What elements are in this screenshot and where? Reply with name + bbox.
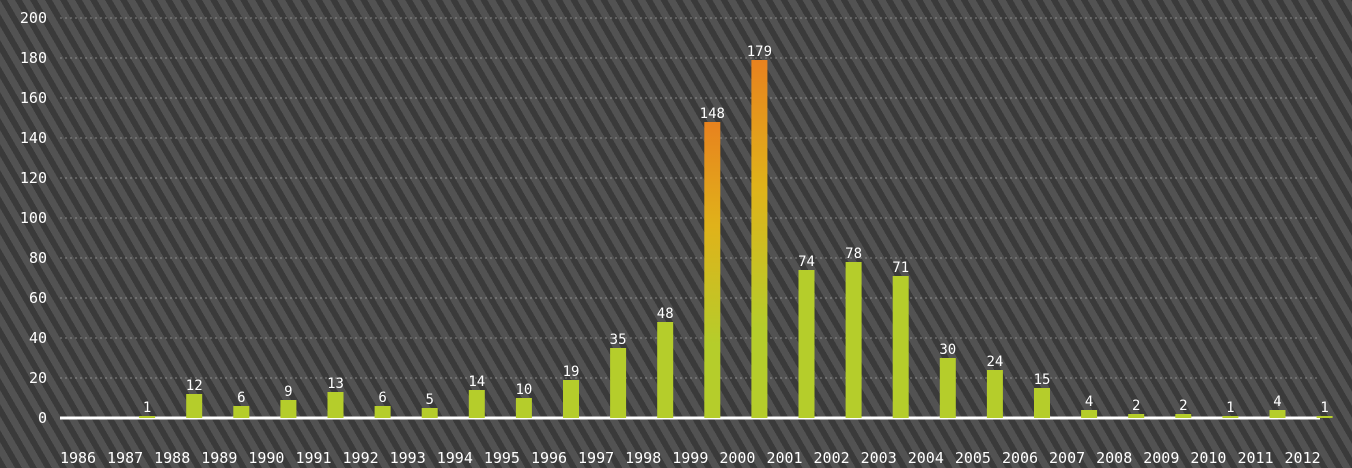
bar-1996 xyxy=(563,380,579,418)
x-tick-label-2011: 2011 xyxy=(1237,449,1273,467)
data-label-2008: 2 xyxy=(1132,398,1140,414)
data-label-2005: 24 xyxy=(986,354,1003,370)
data-label-2001: 74 xyxy=(798,254,815,270)
data-label-2004: 30 xyxy=(939,342,956,358)
x-tick-label-1995: 1995 xyxy=(484,449,520,467)
x-tick-label-1993: 1993 xyxy=(390,449,426,467)
x-axis: 1986 1987 1988 1989 1990 1991 1992 1993 1994 1995… xyxy=(60,449,1321,467)
bar-1997 xyxy=(610,348,627,418)
data-label-2002: 78 xyxy=(845,246,862,262)
x-tick-label-2008: 2008 xyxy=(1096,449,1132,467)
x-tick-label-2009: 2009 xyxy=(1143,449,1179,467)
data-label-1990: 9 xyxy=(284,384,292,400)
y-tick-label: 40 xyxy=(29,329,47,347)
x-tick-label-1998: 1998 xyxy=(625,449,661,467)
bar-1987 xyxy=(139,416,156,418)
data-label-1998: 48 xyxy=(657,306,674,322)
bar-2009 xyxy=(1175,414,1192,418)
bar-2002 xyxy=(845,262,862,418)
bar-1993 xyxy=(421,408,438,418)
data-label-1989: 6 xyxy=(237,390,245,406)
y-tick-label: 200 xyxy=(20,9,47,27)
y-tick-label: 140 xyxy=(20,129,47,147)
bar-1992 xyxy=(374,406,391,418)
data-label-2012: 1 xyxy=(1320,400,1328,416)
x-tick-label-1997: 1997 xyxy=(578,449,614,467)
data-label-1992: 6 xyxy=(378,390,386,406)
bar-2010 xyxy=(1222,416,1239,418)
bar-2003 xyxy=(892,276,909,418)
data-label-2000: 179 xyxy=(747,44,772,60)
bar-2008 xyxy=(1128,414,1145,418)
bar-1990 xyxy=(280,400,297,418)
bar-1995 xyxy=(515,398,532,418)
y-tick-label: 20 xyxy=(29,369,47,387)
y-tick-label: 60 xyxy=(29,289,47,307)
data-label-1993: 5 xyxy=(425,392,433,408)
y-tick-label: 100 xyxy=(20,209,47,227)
x-tick-label-1990: 1990 xyxy=(248,449,284,467)
x-tick-label-1988: 1988 xyxy=(154,449,190,467)
x-tick-label-2001: 2001 xyxy=(766,449,802,467)
bar-1999 xyxy=(704,122,721,418)
data-label-2006: 15 xyxy=(1034,372,1051,388)
data-label-2011: 4 xyxy=(1273,394,1281,410)
bar-2000 xyxy=(751,60,768,418)
bar-1994 xyxy=(468,390,485,418)
data-label-2007: 4 xyxy=(1085,394,1093,410)
bar-2001 xyxy=(798,270,815,418)
data-label-1999: 148 xyxy=(700,106,725,122)
bar-2006 xyxy=(1034,388,1050,418)
data-label-1995: 10 xyxy=(515,382,532,398)
bar-2007 xyxy=(1081,410,1098,418)
x-tick-label-2007: 2007 xyxy=(1049,449,1085,467)
x-tick-label-1986: 1986 xyxy=(60,449,96,467)
bars xyxy=(139,60,1333,418)
bar-1998 xyxy=(657,322,674,418)
y-tick-label: 0 xyxy=(38,409,47,427)
x-tick-label-1994: 1994 xyxy=(437,449,473,467)
x-tick-label-2010: 2010 xyxy=(1190,449,1226,467)
data-label-1997: 35 xyxy=(610,332,627,348)
x-tick-label-1989: 1989 xyxy=(201,449,237,467)
x-tick-label-2002: 2002 xyxy=(814,449,850,467)
y-tick-label: 160 xyxy=(20,89,47,107)
bar-2004 xyxy=(939,358,956,418)
x-tick-label-2000: 2000 xyxy=(719,449,755,467)
y-tick-label: 80 xyxy=(29,249,47,267)
data-label-1988: 12 xyxy=(186,378,203,394)
bar-2011 xyxy=(1269,410,1286,418)
bar-1991 xyxy=(327,392,344,418)
x-tick-label-2006: 2006 xyxy=(1002,449,1038,467)
data-label-2003: 71 xyxy=(892,260,909,276)
bar-1988 xyxy=(186,394,203,418)
gridlines xyxy=(60,17,1320,420)
x-tick-label-1987: 1987 xyxy=(107,449,143,467)
data-label-1996: 19 xyxy=(563,364,580,380)
x-tick-label-1996: 1996 xyxy=(531,449,567,467)
y-tick-label: 120 xyxy=(20,169,47,187)
x-tick-label-1999: 1999 xyxy=(672,449,708,467)
bar-1989 xyxy=(233,406,250,418)
data-label-1987: 1 xyxy=(143,400,151,416)
bar-2005 xyxy=(986,370,1003,418)
y-tick-label: 180 xyxy=(20,49,47,67)
data-label-1991: 13 xyxy=(327,376,344,392)
x-tick-label-2012: 2012 xyxy=(1285,449,1321,467)
bar-2012 xyxy=(1316,416,1333,418)
data-label-2009: 2 xyxy=(1179,398,1187,414)
x-tick-label-2004: 2004 xyxy=(908,449,944,467)
x-tick-label-2003: 2003 xyxy=(861,449,897,467)
data-label-1994: 14 xyxy=(468,374,485,390)
data-label-2010: 1 xyxy=(1226,400,1234,416)
x-tick-label-1991: 1991 xyxy=(295,449,331,467)
y-axis: 0 20 40 60 80 100 120 140 160 180 200 xyxy=(20,9,47,427)
x-tick-label-2005: 2005 xyxy=(955,449,991,467)
x-tick-label-1992: 1992 xyxy=(343,449,379,467)
